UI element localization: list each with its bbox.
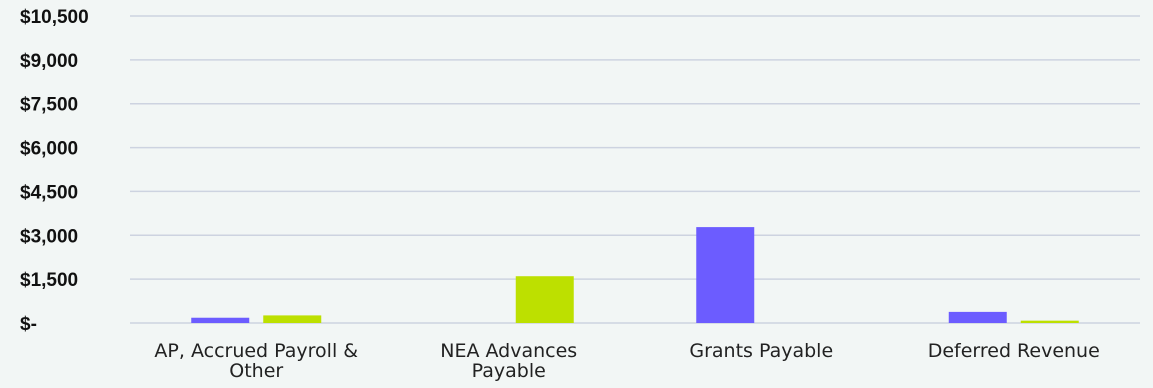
y-tick-label: $1,500 [20, 270, 78, 291]
bar-series1-cat1 [191, 317, 250, 323]
bar-series1-cat4 [948, 311, 1007, 323]
y-tick-label: $6,000 [20, 139, 78, 160]
y-tick-label: $3,000 [20, 226, 78, 247]
y-tick-label: $10,500 [20, 7, 89, 28]
bar-series2-cat1 [263, 315, 322, 323]
bar-series2-cat4 [1020, 320, 1079, 323]
bar-series2-cat2 [515, 276, 574, 323]
bars [191, 227, 1079, 323]
x-category-label: NEA Advances Payable [440, 340, 577, 382]
x-category-label: AP, Accrued Payroll & Other [154, 340, 358, 382]
x-category-label: Grants Payable [689, 340, 833, 362]
x-axis-labels: AP, Accrued Payroll & Other NEA Advances Pa… [154, 340, 1099, 382]
y-tick-label: $9,000 [20, 51, 78, 72]
y-tick-label: $- [20, 314, 37, 335]
y-axis-ticks: $- $1,500 $3,000 $4,500 $6,000 $7,500 $9,000 $1… [20, 7, 89, 335]
bar-series1-cat3 [696, 227, 755, 323]
y-tick-label: $7,500 [20, 95, 78, 116]
gridlines [130, 15, 1140, 324]
x-category-label: Deferred Revenue [928, 340, 1100, 362]
y-tick-label: $4,500 [20, 182, 78, 203]
